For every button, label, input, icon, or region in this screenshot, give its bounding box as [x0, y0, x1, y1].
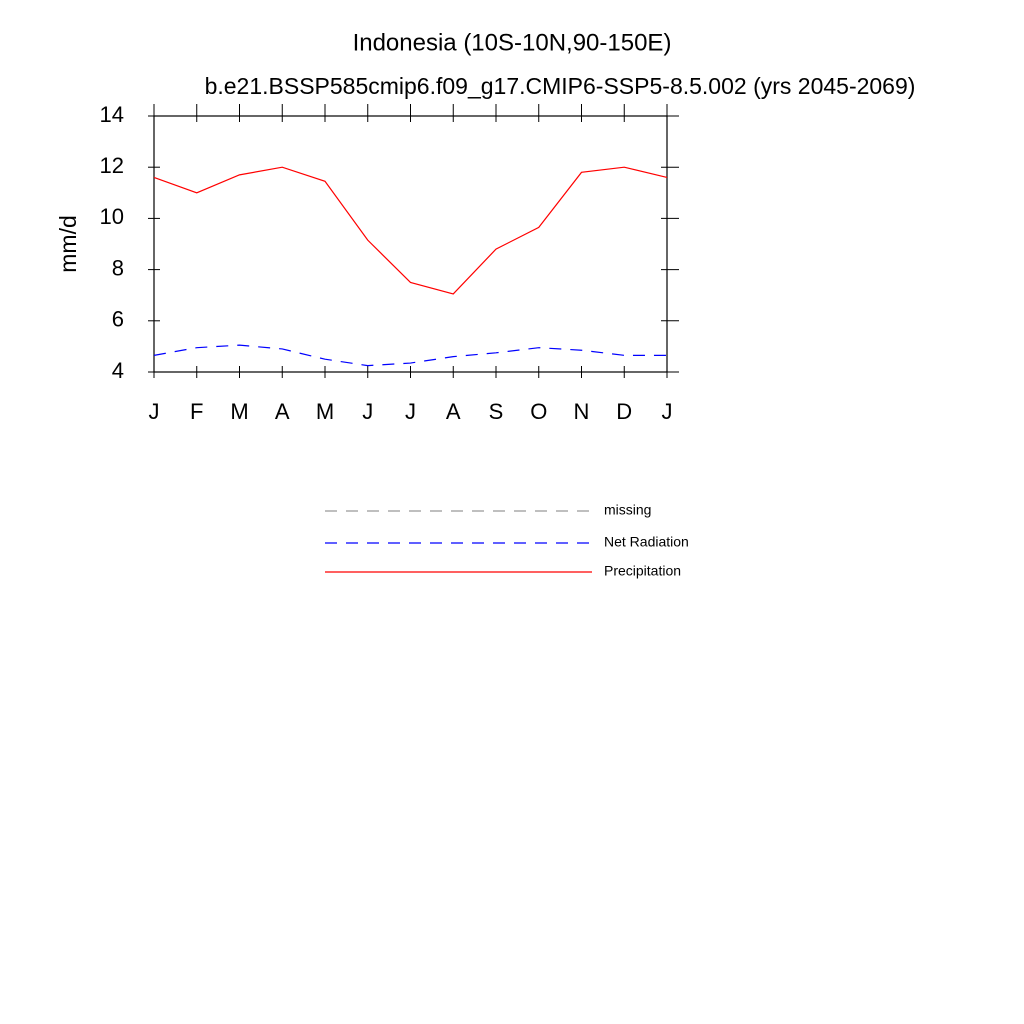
x-tick-label: A	[275, 399, 290, 424]
y-tick-label: 6	[112, 307, 124, 332]
y-axis-label: mm/d	[55, 215, 81, 273]
x-tick-label: O	[530, 399, 547, 424]
x-tick-label: F	[190, 399, 203, 424]
y-tick-label: 14	[100, 102, 124, 127]
series-line	[153, 166, 668, 295]
chart-title: Indonesia (10S-10N,90-150E)	[353, 29, 672, 56]
x-tick-label: A	[446, 399, 461, 424]
x-tick-label: D	[616, 399, 632, 424]
legend-label: missing	[604, 502, 651, 518]
x-tick-label: M	[316, 399, 334, 424]
legend-label: Net Radiation	[604, 534, 689, 550]
y-tick-label: 12	[100, 153, 124, 178]
x-tick-label: J	[149, 399, 160, 424]
x-tick-label: J	[662, 399, 673, 424]
series-line	[153, 344, 667, 367]
y-tick-label: 4	[112, 358, 124, 383]
x-tick-label: S	[489, 399, 504, 424]
chart-subtitle: b.e21.BSSP585cmip6.f09_g17.CMIP6-SSP5-8.…	[205, 73, 916, 99]
x-tick-label: M	[230, 399, 248, 424]
x-tick-label: J	[362, 399, 373, 424]
x-tick-label: J	[405, 399, 416, 424]
y-tick-label: 10	[100, 204, 124, 229]
y-tick-label: 8	[112, 255, 124, 280]
legend-label: Precipitation	[604, 563, 681, 579]
x-tick-label: N	[574, 399, 590, 424]
plot-frame	[153, 115, 668, 373]
